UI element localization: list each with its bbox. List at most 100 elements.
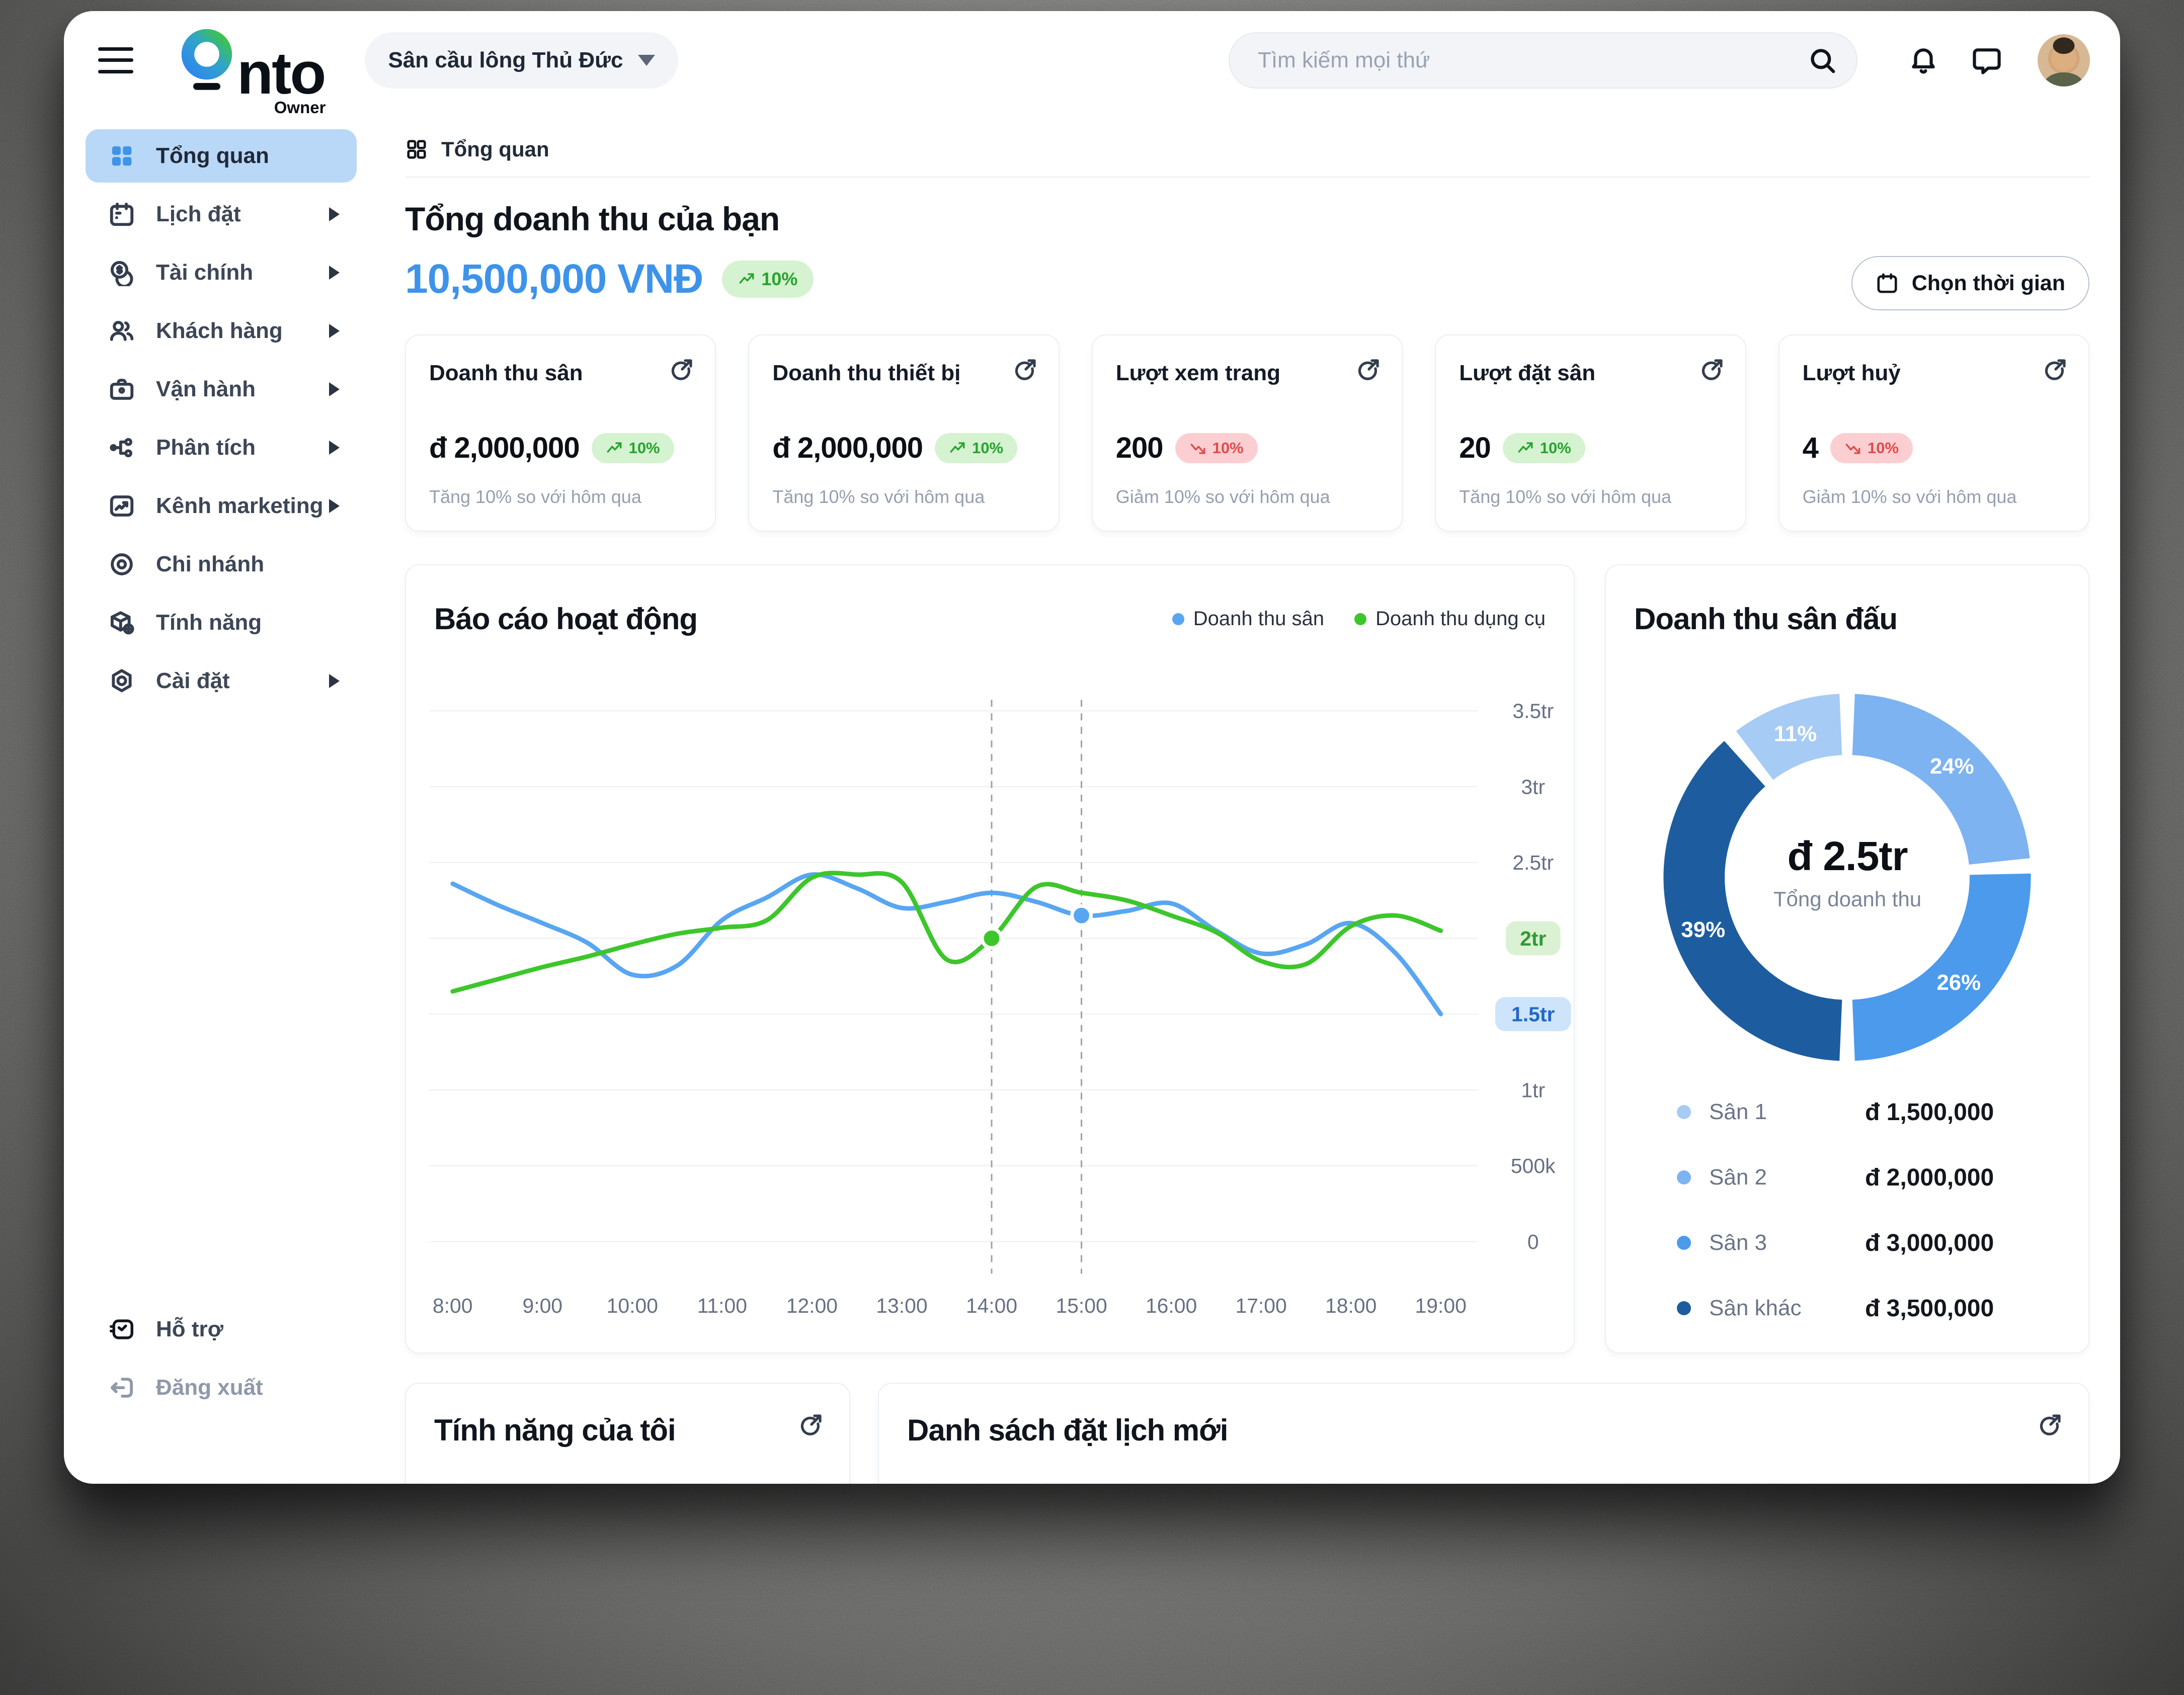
open-external-icon[interactable]: [1700, 358, 1724, 384]
legend-row-other-courts: Sân khác đ 3,500,000: [1606, 1276, 2068, 1341]
chevron-right-icon: [329, 266, 340, 280]
search-icon[interactable]: [1806, 44, 1838, 76]
new-bookings-card: Danh sách đặt lịch mới: [878, 1383, 2089, 1484]
sidebar-item-label: Kênh marketing: [156, 493, 323, 518]
legend-dot: [1677, 1236, 1691, 1250]
stat-note: Tăng 10% so với hôm qua: [429, 486, 641, 507]
page-title: Tổng doanh thu của bạn: [405, 200, 780, 237]
gear-icon: [108, 667, 136, 695]
legend-label: Doanh thu dụng cụ: [1375, 608, 1546, 630]
open-external-icon[interactable]: [1013, 358, 1037, 384]
users-icon: [108, 317, 136, 345]
sidebar-item-logout[interactable]: Đăng xuất: [86, 1361, 357, 1414]
sidebar-item-customers[interactable]: Khách hàng: [86, 304, 357, 358]
activity-report-title: Báo cáo hoạt động: [434, 602, 698, 636]
chevron-down-icon: [638, 54, 656, 66]
open-external-icon[interactable]: [1356, 358, 1381, 384]
chevron-right-icon: [329, 207, 340, 221]
open-external-icon[interactable]: [2043, 358, 2067, 384]
sidebar-item-analytics[interactable]: Phân tích: [86, 421, 357, 474]
sidebar-item-branches[interactable]: Chi nhánh: [86, 538, 357, 591]
stat-badge: 10%: [1830, 433, 1913, 463]
svg-text:2tr: 2tr: [1520, 927, 1546, 950]
svg-text:39%: 39%: [1681, 917, 1725, 942]
svg-text:1tr: 1tr: [1521, 1078, 1545, 1101]
breadcrumb-label: Tổng quan: [441, 137, 549, 161]
sidebar-item-bookings[interactable]: Lịch đặt: [86, 188, 357, 241]
topbar: nto Owner Sân cầu lông Thủ Đức: [64, 11, 2120, 117]
calendar-icon: [108, 200, 136, 228]
notifications-button[interactable]: [1908, 45, 1939, 76]
header-divider: [405, 177, 2089, 178]
choose-time-button[interactable]: Chọn thời gian: [1851, 256, 2089, 310]
breadcrumb-grid-icon: [407, 140, 426, 159]
app-window: nto Owner Sân cầu lông Thủ Đức: [64, 11, 2120, 1484]
venue-selector[interactable]: Sân cầu lông Thủ Đức: [365, 32, 679, 89]
calendar-icon: [1877, 273, 1897, 293]
activity-line-chart[interactable]: 3.5tr 3tr 2.5tr 2tr 1.5tr 1tr 500k 0 8:00 9:00 10:…: [406, 565, 1574, 1352]
open-external-icon[interactable]: [670, 358, 694, 384]
logo-wordmark: nto: [237, 40, 326, 107]
stat-title: Lượt huỷ: [1802, 361, 1901, 385]
page-header: Tổng doanh thu của bạn 10,500,000 VNĐ 10…: [405, 200, 2089, 310]
stat-card-equipment-revenue: Doanh thu thiết bị đ 2,000,000 10% Tăng …: [748, 334, 1060, 532]
support-message-icon: [108, 1315, 136, 1343]
stat-title: Lượt xem trang: [1115, 361, 1280, 385]
user-avatar[interactable]: [2038, 34, 2090, 87]
legend-value: đ 3,000,000: [1865, 1229, 1994, 1256]
legend-dot: [1172, 613, 1184, 625]
line-chart-legend: Doanh thu sân Doanh thu dụng cụ: [1172, 608, 1546, 630]
legend-dot: [1677, 1301, 1691, 1315]
open-external-icon[interactable]: [799, 1413, 823, 1439]
stat-title: Lượt đặt sân: [1459, 361, 1596, 385]
legend-row-court-1: Sân 1 đ 1,500,000: [1606, 1079, 2068, 1145]
svg-text:3tr: 3tr: [1521, 775, 1545, 798]
stat-badge: 10%: [934, 433, 1018, 463]
dashboard-grid-icon: [108, 142, 136, 170]
sidebar-item-overview[interactable]: Tổng quan: [86, 129, 357, 183]
my-features-card: Tính năng của tôi: [405, 1383, 850, 1484]
chevron-right-icon: [329, 441, 340, 455]
stat-note: Tăng 10% so với hôm qua: [772, 486, 985, 507]
search-bar: [1229, 32, 1857, 89]
sidebar-item-label: Tài chính: [156, 260, 254, 285]
svg-text:16:00: 16:00: [1146, 1294, 1197, 1317]
sidebar-item-features[interactable]: Tính năng: [86, 596, 357, 649]
legend-dot: [1677, 1170, 1691, 1184]
sidebar-item-operations[interactable]: Vận hành: [86, 363, 357, 416]
sidebar-item-finance[interactable]: Tài chính: [86, 246, 357, 299]
search-input[interactable]: [1229, 32, 1857, 89]
cube-plus-icon: [108, 609, 136, 637]
legend-label: Sân 3: [1709, 1230, 1767, 1255]
svg-text:11:00: 11:00: [697, 1294, 747, 1317]
sidebar-item-label: Lịch đặt: [156, 202, 241, 226]
court-revenue-donut-chart[interactable]: 24% 26% 39% 11%: [1606, 565, 2088, 1352]
stat-value: đ 2,000,000: [772, 432, 923, 464]
svg-text:1.5tr: 1.5tr: [1511, 1003, 1555, 1026]
stats-row: Doanh thu sân đ 2,000,000 10% Tăng 10% s…: [405, 334, 2089, 532]
svg-text:3.5tr: 3.5tr: [1512, 700, 1554, 723]
svg-text:12:00: 12:00: [786, 1294, 838, 1317]
svg-text:10:00: 10:00: [607, 1294, 658, 1317]
legend-item-equipment-revenue: Doanh thu dụng cụ: [1354, 608, 1546, 630]
sidebar-item-marketing[interactable]: Kênh marketing: [86, 479, 357, 533]
stat-badge: 10%: [1502, 433, 1585, 463]
stat-title: Doanh thu sân: [429, 361, 583, 385]
stat-note: Giảm 10% so với hôm qua: [1802, 486, 2017, 507]
open-external-icon[interactable]: [2038, 1413, 2062, 1439]
venue-name: Sân cầu lông Thủ Đức: [388, 47, 623, 72]
sidebar-item-label: Khách hàng: [156, 318, 283, 343]
sidebar-item-label: Tính năng: [156, 610, 262, 635]
sidebar-item-label: Hỗ trợ: [156, 1317, 223, 1341]
location-target-icon: [108, 550, 136, 578]
svg-text:15:00: 15:00: [1056, 1294, 1107, 1317]
sidebar-item-support[interactable]: Hỗ trợ: [86, 1303, 357, 1356]
legend-value: đ 1,500,000: [1865, 1098, 1994, 1126]
choose-time-label: Chọn thời gian: [1911, 271, 2065, 295]
messages-button[interactable]: [1971, 45, 2002, 76]
svg-text:14:00: 14:00: [966, 1294, 1017, 1317]
legend-label: Doanh thu sân: [1193, 608, 1324, 630]
menu-icon[interactable]: [98, 47, 133, 73]
chevron-right-icon: [329, 499, 340, 513]
sidebar-item-settings[interactable]: Cài đặt: [86, 654, 357, 708]
